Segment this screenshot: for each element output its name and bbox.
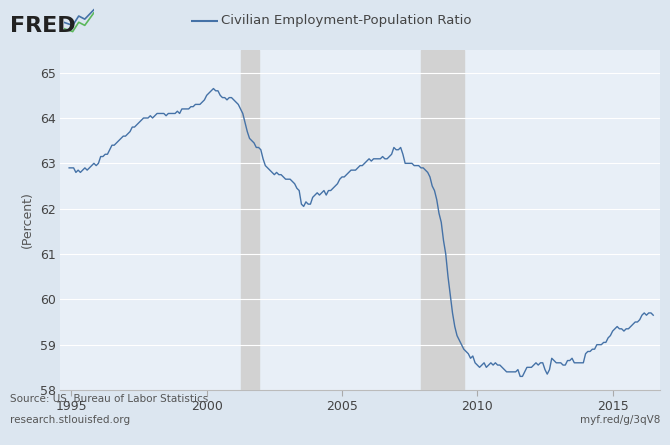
- Text: myf.red/g/3qV8: myf.red/g/3qV8: [580, 415, 660, 425]
- Text: FRED: FRED: [10, 16, 76, 36]
- Y-axis label: (Percent): (Percent): [21, 191, 34, 248]
- Bar: [241, 50, 259, 390]
- Bar: [421, 50, 464, 390]
- Text: Source: US. Bureau of Labor Statistics: Source: US. Bureau of Labor Statistics: [10, 394, 208, 404]
- Text: Civilian Employment-Population Ratio: Civilian Employment-Population Ratio: [221, 14, 472, 28]
- Text: research.stlouisfed.org: research.stlouisfed.org: [10, 415, 130, 425]
